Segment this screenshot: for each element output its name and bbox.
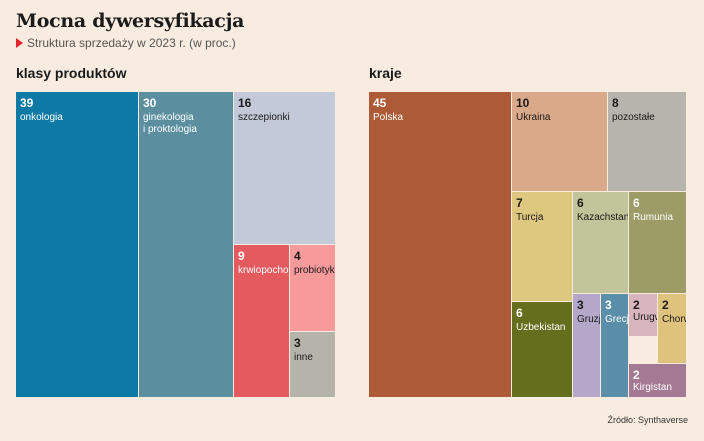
tile-label: Polska [373, 112, 404, 123]
tile-label: Uzbekistan [516, 322, 566, 333]
tile-label: szczepionki [238, 112, 290, 123]
tile-value: 9 [238, 249, 245, 263]
tile-value: 2 [633, 368, 640, 382]
tile-value: 2 [633, 298, 640, 312]
tile-label: pozostałe [612, 112, 655, 123]
tile-label: Kirgistan [633, 382, 672, 393]
subtitle-text: Struktura sprzedaży w 2023 r. (w proc.) [27, 36, 236, 50]
tile-value: 7 [516, 196, 523, 210]
treemap-tile: 10 Ukraina [512, 92, 608, 192]
panel-title-countries: kraje [369, 65, 402, 81]
treemap-tile: 2Urugwaj [629, 294, 658, 337]
treemap-tile: 6 Kazachstan [573, 192, 629, 294]
treemap-tile: 2 Kirgistan [629, 364, 687, 398]
source-note: Źródło: Synthaverse [607, 415, 688, 425]
treemap-tile: 45 Polska [369, 92, 512, 398]
tile-value: 6 [516, 306, 523, 320]
tile-label: Urugwaj [633, 312, 657, 323]
tile-value: 10 [516, 96, 530, 110]
treemap-tile: 16 szczepionki [234, 92, 336, 245]
tile-value: 6 [633, 196, 640, 210]
triangle-icon [16, 38, 23, 48]
panel-title-products: klasy produktów [16, 65, 127, 81]
treemap-countries: 45 Polska 10 Ukraina 8 pozostałe 7 Turcja 6 Kazac… [369, 92, 687, 398]
tile-label: Grecja [605, 314, 629, 325]
treemap-tile: 8 pozostałe [608, 92, 687, 192]
tile-value: 4 [294, 249, 301, 263]
tile-value: 45 [373, 96, 387, 110]
tile-label: Turcja [516, 212, 544, 223]
tile-label: Gruzja [577, 314, 601, 325]
treemap-tile: 3 Grecja [601, 294, 629, 398]
tile-label: onkologia [20, 112, 63, 123]
treemap-tile: 9 krwiopochodne [234, 245, 290, 398]
tile-value: 30 [143, 96, 157, 110]
tile-value: 8 [612, 96, 619, 110]
tile-value: 39 [20, 96, 34, 110]
treemap-tile: 2 Chorwacja [658, 294, 687, 364]
tile-label: Kazachstan [577, 212, 629, 223]
tile-value: 16 [238, 96, 252, 110]
tile-label: Ukraina [516, 112, 551, 123]
treemap-tile: 4 probiotyki [290, 245, 336, 332]
chart-subtitle: Struktura sprzedaży w 2023 r. (w proc.) [16, 36, 236, 50]
tile-label: Chorwacja [662, 314, 686, 325]
treemap-tile: 7 Turcja [512, 192, 573, 302]
tile-value: 3 [294, 336, 301, 350]
treemap-tile: 3 inne [290, 332, 336, 398]
treemap-tile: 6 Uzbekistan [512, 302, 573, 398]
tile-label: ginekologia i proktologia [143, 112, 197, 135]
tile-label: inne [294, 352, 313, 363]
tile-value: 3 [605, 298, 612, 312]
tile-label: probiotyki [294, 265, 336, 276]
treemap-tile: 6 Rumunia [629, 192, 687, 294]
tile-value: 3 [577, 298, 584, 312]
tile-value: 6 [577, 196, 584, 210]
treemap-products: 39 onkologia 30 ginekologia i proktologia 16… [16, 92, 336, 398]
tile-label: krwiopochodne [238, 265, 289, 276]
chart-title: Mocna dywersyfikacja [16, 10, 245, 32]
treemap-tile: 3 Gruzja [573, 294, 601, 398]
tile-label: Rumunia [633, 212, 674, 223]
treemap-tile: 39 onkologia [16, 92, 139, 398]
tile-value: 2 [662, 298, 669, 312]
treemap-tile: 30 ginekologia i proktologia [139, 92, 234, 398]
